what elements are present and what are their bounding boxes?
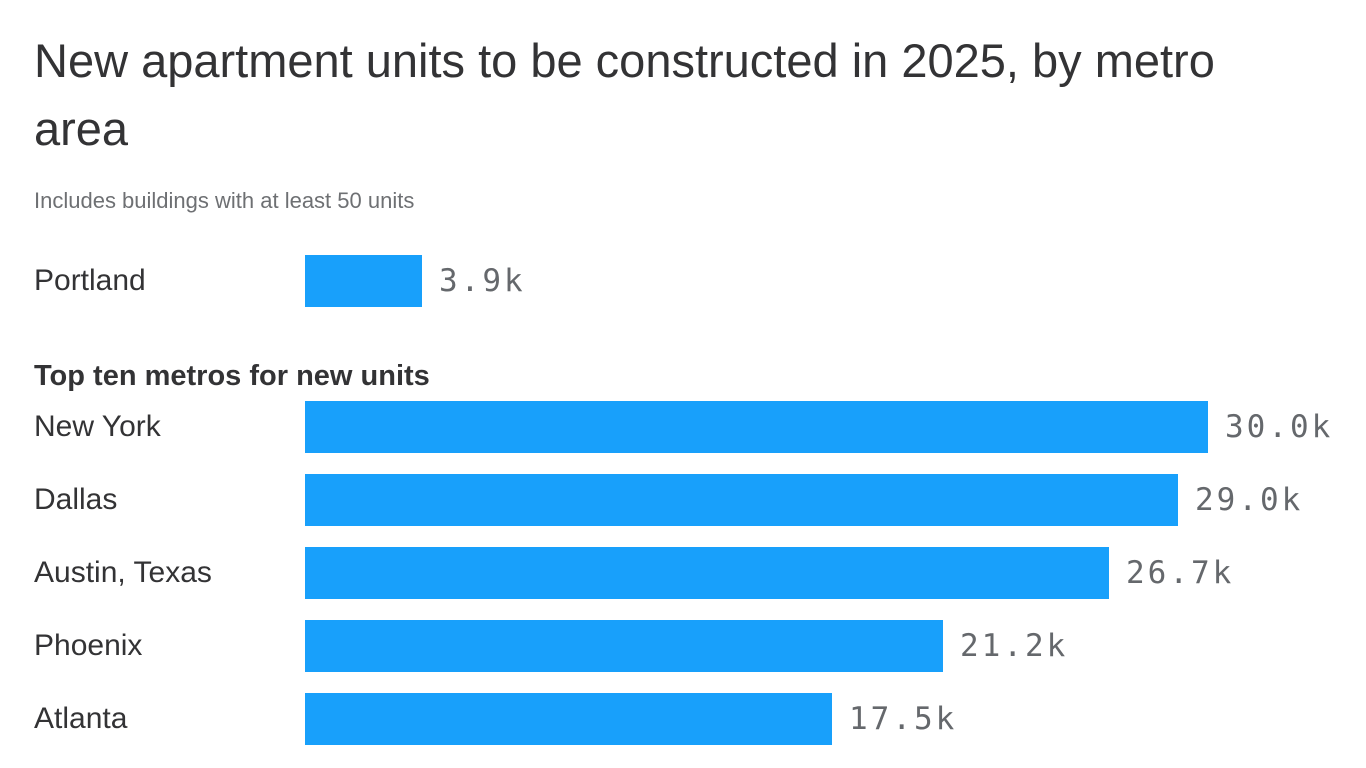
value-label: 21.2k	[960, 628, 1069, 664]
bar	[305, 620, 943, 672]
chart-group: New York 30.0k Dallas 29.0k Austin, Texa…	[34, 401, 1366, 745]
value-label: 17.5k	[849, 701, 958, 737]
chart-row: New York 30.0k	[34, 401, 1366, 453]
chart-row: Phoenix 21.2k	[34, 620, 1366, 672]
chart-row: Atlanta 17.5k	[34, 693, 1366, 745]
value-label: 3.9k	[439, 263, 526, 299]
bar	[305, 255, 422, 307]
row-label: Austin, Texas	[34, 556, 212, 589]
row-label: Atlanta	[34, 702, 128, 735]
chart-title: New apartment units to be constructed in…	[34, 34, 1215, 155]
bar	[305, 401, 1208, 453]
bar	[305, 693, 832, 745]
chart-row: Austin, Texas 26.7k	[34, 547, 1366, 599]
chart-row: Dallas 29.0k	[34, 474, 1366, 526]
row-label: New York	[34, 410, 161, 443]
bar	[305, 547, 1109, 599]
value-label: 30.0k	[1225, 409, 1334, 445]
row-label: Dallas	[34, 483, 118, 516]
group-heading: Top ten metros for new units	[34, 360, 430, 392]
row-label: Phoenix	[34, 629, 143, 662]
chart-subtitle: Includes buildings with at least 50 unit…	[34, 188, 415, 213]
value-label: 26.7k	[1126, 555, 1235, 591]
bar	[305, 474, 1178, 526]
value-label: 29.0k	[1195, 482, 1304, 518]
row-label: Portland	[34, 264, 146, 297]
chart-row: Portland 3.9k	[34, 255, 1366, 307]
